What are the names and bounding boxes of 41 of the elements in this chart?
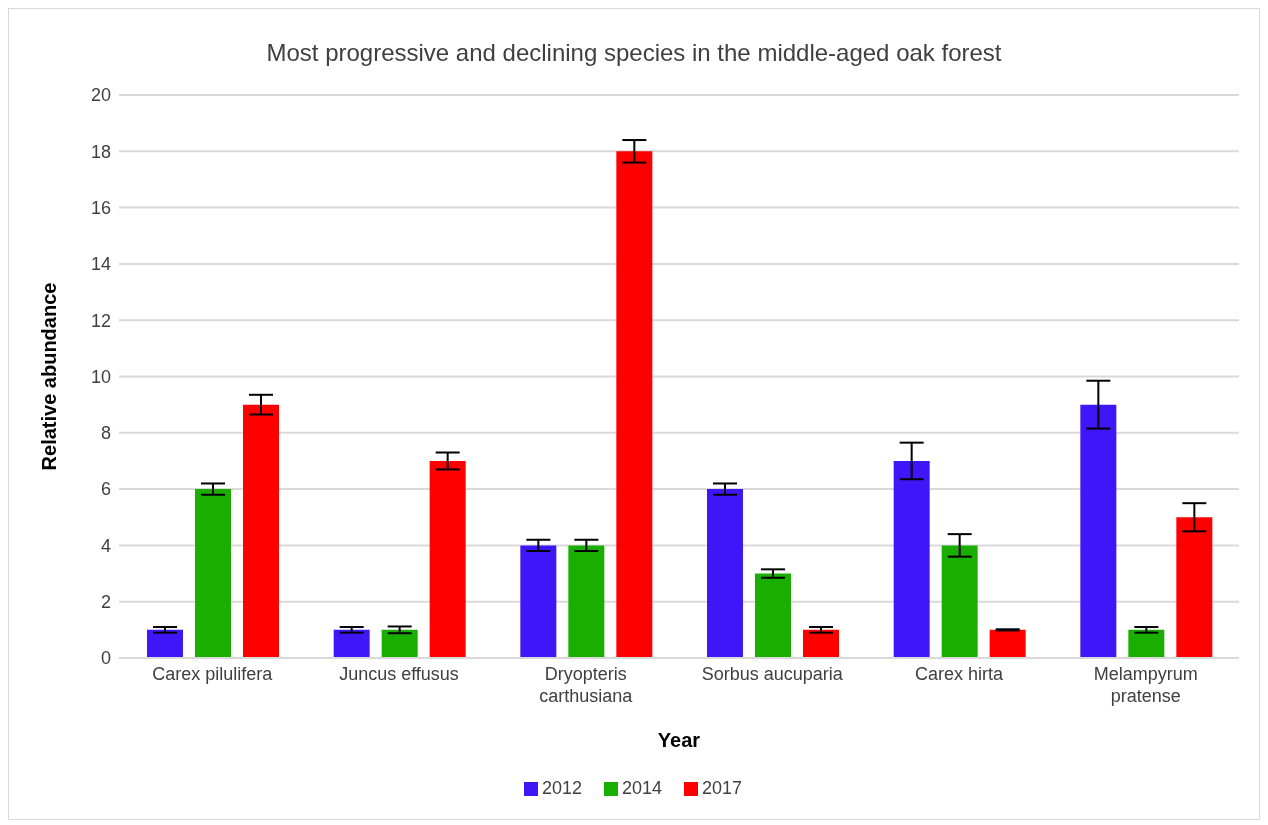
x-tick-label: Melampyrum pratense [1093,664,1198,706]
bar [755,573,791,658]
y-tick-label: 6 [100,479,111,500]
bar [243,404,279,658]
y-tick-label: 20 [90,85,111,106]
bar [989,629,1026,658]
y-tick-label: 18 [90,141,111,162]
y-tick-label: 12 [90,310,111,331]
bar [803,629,839,658]
bar [941,545,978,658]
bar [707,489,743,658]
bar [520,545,557,658]
x-tick-label: Carex pilulifera [152,664,274,684]
x-tick-label: Juncus effusus [339,664,459,684]
bar [1080,404,1117,658]
bar [1128,629,1165,658]
y-tick-label: 10 [90,366,111,387]
legend-label: 2014 [621,778,663,798]
bar [616,151,653,658]
x-axis-title: Year [657,729,701,752]
bar [147,629,183,658]
bar [429,460,466,658]
y-tick-label: 0 [100,648,111,669]
y-tick-label: 14 [90,254,111,275]
y-tick-label: 8 [100,423,111,444]
y-tick-label: 16 [90,197,111,218]
bar [1176,517,1213,658]
legend-label: 2017 [702,778,743,798]
x-tick-label: Sorbus aucuparia [701,664,844,684]
y-tick-label: 4 [100,535,111,556]
bar [381,629,418,658]
bar [333,629,370,658]
bar [893,460,930,658]
chart-title: Most progressive and declining species in the middle-aged oak forest [265,39,1003,67]
bar [568,545,605,658]
bar [195,489,231,658]
y-tick-label: 2 [100,592,111,613]
x-tick-label: Dryopteris carthusiana [539,664,634,706]
x-tick-label: Carex hirta [914,664,1004,684]
y-axis-title: Relative abundance [38,282,61,471]
legend-label: 2012 [541,778,582,798]
